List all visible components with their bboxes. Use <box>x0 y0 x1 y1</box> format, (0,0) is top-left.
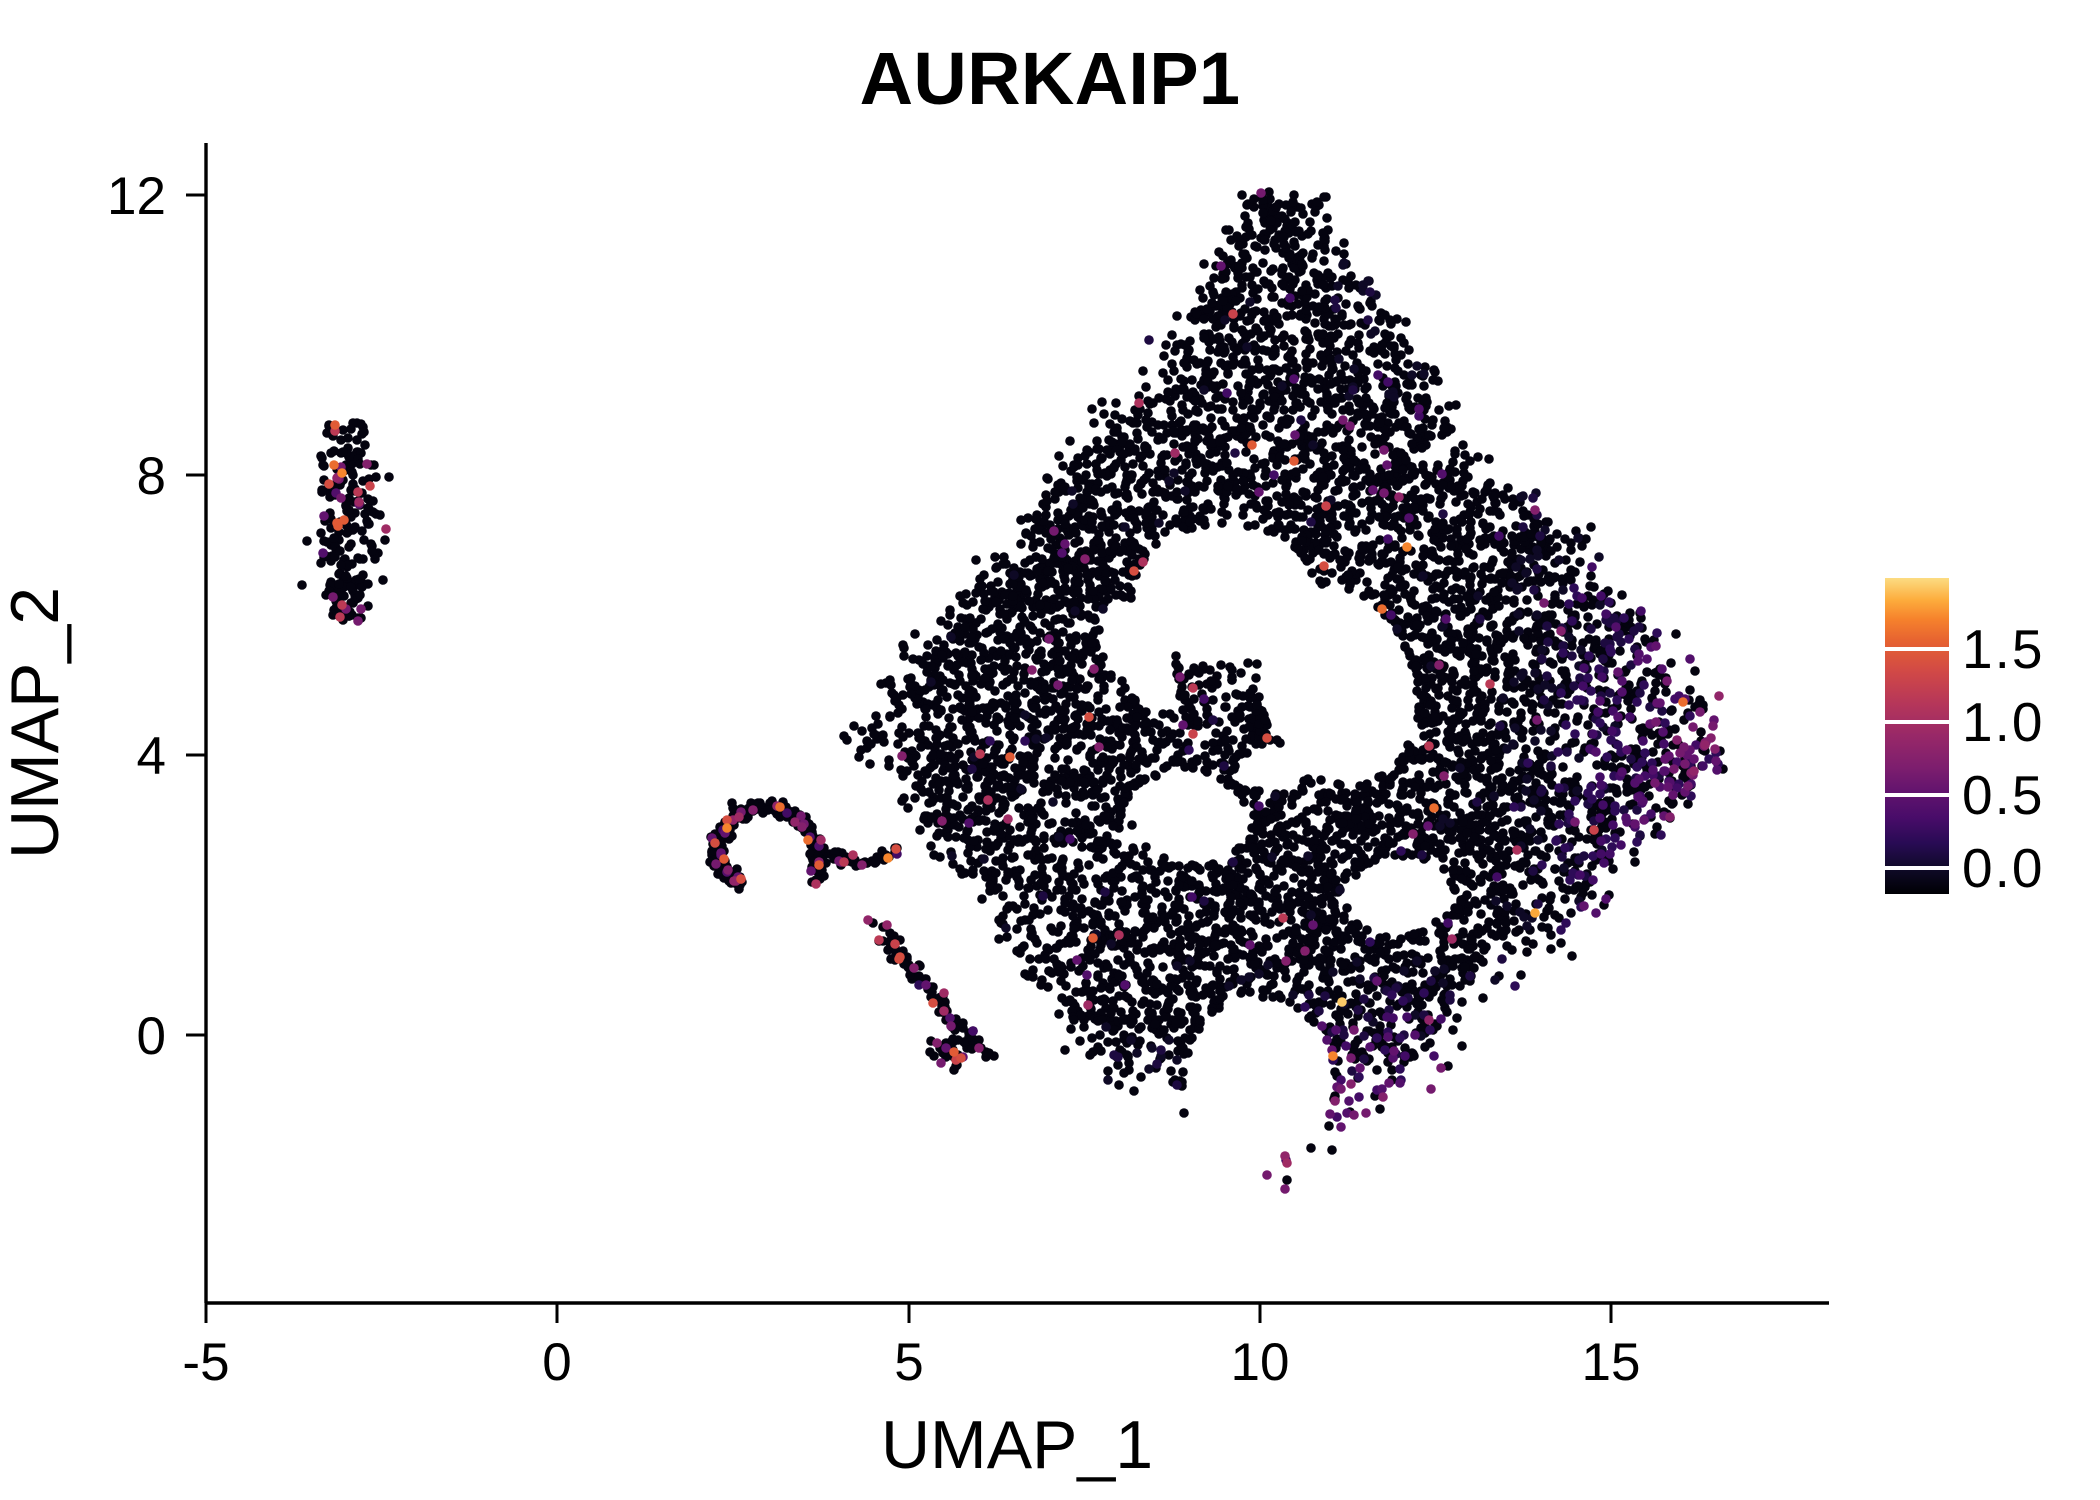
svg-text:0.0: 0.0 <box>1962 837 2044 899</box>
svg-text:5: 5 <box>894 1333 923 1392</box>
svg-text:1.5: 1.5 <box>1962 618 2044 680</box>
svg-text:0.5: 0.5 <box>1962 764 2044 826</box>
svg-text:4: 4 <box>137 727 166 786</box>
svg-text:1.0: 1.0 <box>1962 691 2044 753</box>
svg-text:0: 0 <box>137 1007 166 1066</box>
svg-text:UMAP_2: UMAP_2 <box>0 587 73 859</box>
svg-text:0: 0 <box>542 1333 571 1392</box>
svg-text:8: 8 <box>137 447 166 506</box>
svg-text:15: 15 <box>1582 1333 1641 1392</box>
svg-text:10: 10 <box>1231 1333 1290 1392</box>
svg-text:UMAP_1: UMAP_1 <box>881 1407 1153 1483</box>
svg-text:-5: -5 <box>182 1333 229 1392</box>
svg-text:12: 12 <box>107 167 166 226</box>
